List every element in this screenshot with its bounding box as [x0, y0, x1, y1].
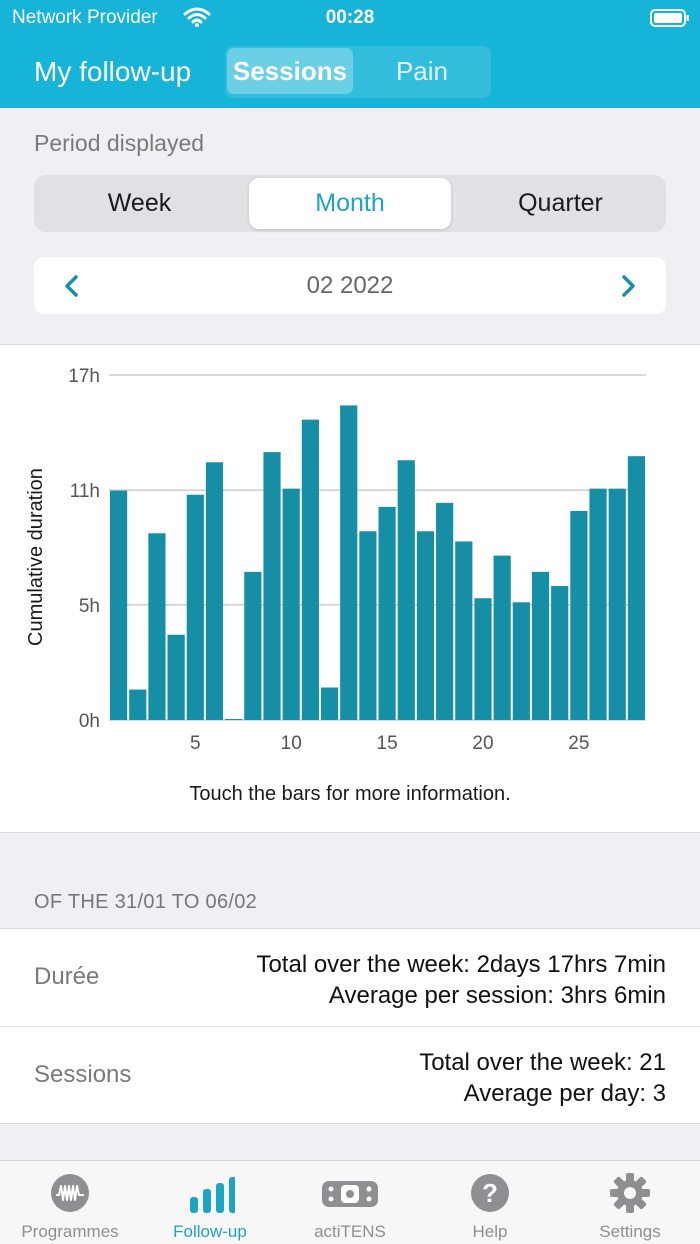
summary-card: Durée Total over the week: 2days 17hrs 7… [0, 928, 700, 1124]
gear-icon [610, 1173, 650, 1213]
date-label: 02 2022 [306, 272, 394, 299]
carrier-label: Network Provider [12, 7, 158, 28]
status-time: 00:28 [325, 7, 375, 28]
waveform-icon [51, 1174, 89, 1212]
chart-bar[interactable] [282, 488, 300, 720]
chart-bar[interactable] [110, 490, 128, 720]
summary-line: Total over the week: 21 [419, 1049, 666, 1076]
tab-help[interactable]: ? Help [420, 1161, 560, 1244]
chart-bar[interactable] [436, 502, 454, 720]
tab-sessions[interactable]: Sessions [227, 48, 353, 94]
tab-bar: Programmes Follow-up actiTENS ? Help [0, 1160, 700, 1244]
x-tick-label: 5 [190, 733, 201, 754]
period-segmented-control: Week Month Quarter [34, 175, 666, 232]
x-tick-label: 10 [281, 733, 302, 754]
chart-panel: 17h 11h 5h 0h 5 10 15 20 25 Cumulative duration T… [0, 344, 700, 833]
header-segmented-control: Sessions Pain [225, 46, 491, 98]
duration-chart: 17h 11h 5h 0h 5 10 15 20 25 Cumulative duration [25, 366, 646, 754]
page-title: My follow-up [34, 56, 192, 87]
period-month[interactable]: Month [249, 178, 451, 229]
chart-bar[interactable] [474, 598, 492, 720]
tab-label: actiTENS [314, 1222, 386, 1241]
chart-bar[interactable] [244, 571, 262, 720]
chart-bar[interactable] [340, 405, 358, 720]
chart-bar[interactable] [551, 586, 569, 720]
summary-values: Total over the week: 2days 17hrs 7min Av… [256, 949, 666, 1011]
summary-line: Average per session: 3hrs 6min [328, 982, 666, 1009]
chart-bar[interactable] [378, 506, 396, 720]
summary-label: Sessions [34, 1061, 132, 1088]
period-week[interactable]: Week [107, 189, 172, 217]
chart-bar[interactable] [589, 488, 607, 720]
period-quarter[interactable]: Quarter [518, 189, 603, 217]
tab-label: Follow-up [173, 1222, 247, 1241]
y-tick-label: 5h [79, 596, 100, 617]
chart-bar[interactable] [608, 488, 626, 720]
date-navigator: 02 2022 [34, 257, 666, 314]
chart-bar[interactable] [263, 452, 281, 720]
summary-line: Average per day: 3 [463, 1080, 666, 1107]
x-tick-label: 25 [568, 733, 589, 754]
chart-bar[interactable] [167, 634, 185, 720]
tab-label: Help [472, 1222, 508, 1241]
chart-bar[interactable] [512, 602, 530, 720]
device-icon [322, 1181, 378, 1207]
tab-follow-up[interactable]: Follow-up [140, 1161, 280, 1244]
chart-bar[interactable] [359, 531, 377, 720]
chart-bar[interactable] [301, 419, 319, 720]
help-icon: ? [471, 1174, 509, 1212]
chart-bar[interactable] [320, 687, 339, 720]
y-axis-label: Cumulative duration [25, 468, 47, 646]
chevron-right-icon[interactable] [616, 273, 640, 299]
chart-bar[interactable] [186, 494, 204, 720]
bar-chart-icon [190, 1177, 235, 1213]
tab-programmes[interactable]: Programmes [0, 1161, 140, 1244]
chart-bar[interactable] [416, 531, 435, 720]
chart-bar[interactable] [493, 555, 511, 720]
summary-row-sessions: Sessions Total over the week: 21 Average… [0, 1027, 700, 1125]
chart-bar[interactable] [570, 510, 588, 720]
y-tick-label: 0h [79, 711, 100, 732]
chart-bar[interactable] [397, 460, 415, 720]
chart-bar[interactable] [205, 462, 224, 720]
chart-bar[interactable] [455, 541, 473, 720]
summary-values: Total over the week: 21 Average per day:… [419, 1047, 666, 1109]
battery-icon [650, 9, 689, 27]
chart-bar[interactable] [627, 456, 645, 720]
tab-pain[interactable]: Pain [395, 56, 449, 86]
summary-label: Durée [34, 963, 100, 990]
chart-bar[interactable] [148, 533, 166, 720]
chart-bar[interactable] [129, 689, 147, 720]
summary-line: Total over the week: 2days 17hrs 7min [256, 951, 666, 978]
y-tick-label: 17h [68, 366, 100, 387]
tab-settings[interactable]: Settings [560, 1161, 700, 1244]
tab-label: Programmes [21, 1222, 119, 1241]
chart-bar[interactable] [531, 571, 550, 720]
tab-actitens[interactable]: actiTENS [280, 1161, 420, 1244]
svg-text:?: ? [482, 1178, 498, 1208]
x-tick-label: 20 [472, 733, 493, 754]
y-tick-label: 11h [70, 481, 100, 502]
period-label: Period displayed [34, 130, 205, 156]
chevron-left-icon[interactable] [60, 273, 84, 299]
summary-header: OF THE 31/01 TO 06/02 [34, 891, 258, 913]
wifi-icon [183, 7, 211, 27]
summary-row-duration: Durée Total over the week: 2days 17hrs 7… [0, 929, 700, 1027]
chart-hint: Touch the bars for more information. [189, 783, 511, 805]
x-tick-label: 15 [377, 733, 398, 754]
chart-bar[interactable] [225, 718, 243, 720]
tab-label: Settings [599, 1222, 661, 1241]
status-bar: Network Provider 00:28 [0, 0, 700, 36]
header: Network Provider 00:28 My follow-up Sess… [0, 0, 700, 108]
